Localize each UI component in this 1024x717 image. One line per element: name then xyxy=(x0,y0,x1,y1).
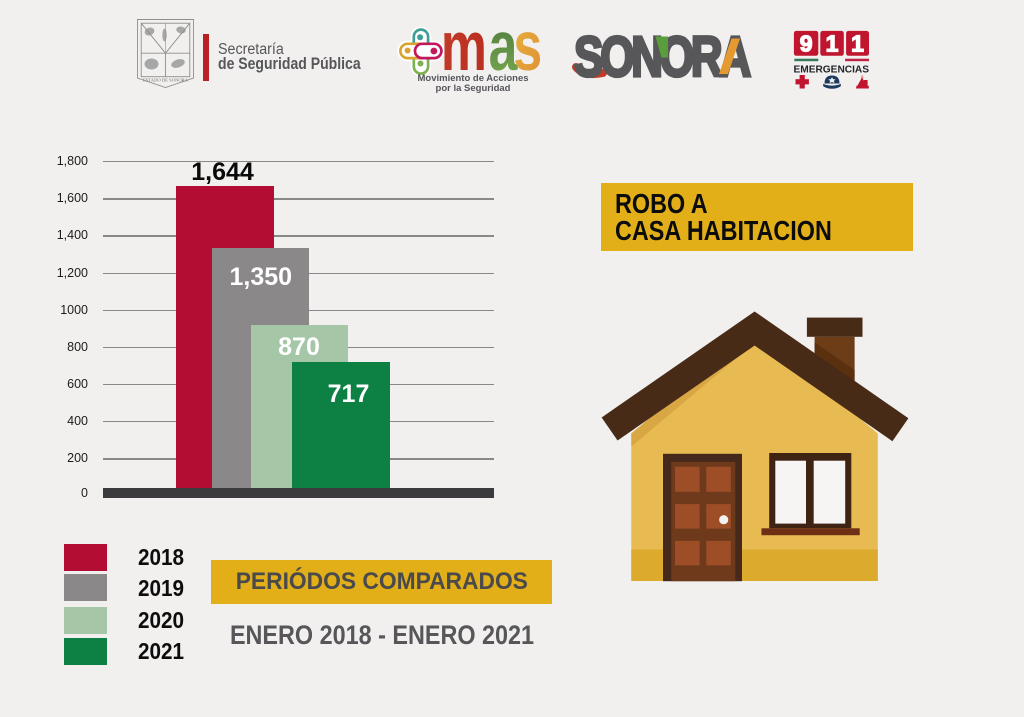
svg-text:1: 1 xyxy=(851,31,864,57)
svg-text:1: 1 xyxy=(826,31,839,57)
svg-text:ESTADO DE SONORA: ESTADO DE SONORA xyxy=(143,78,189,83)
svg-text:EMERGENCIAS: EMERGENCIAS xyxy=(794,65,870,76)
svg-text:9: 9 xyxy=(800,31,813,57)
